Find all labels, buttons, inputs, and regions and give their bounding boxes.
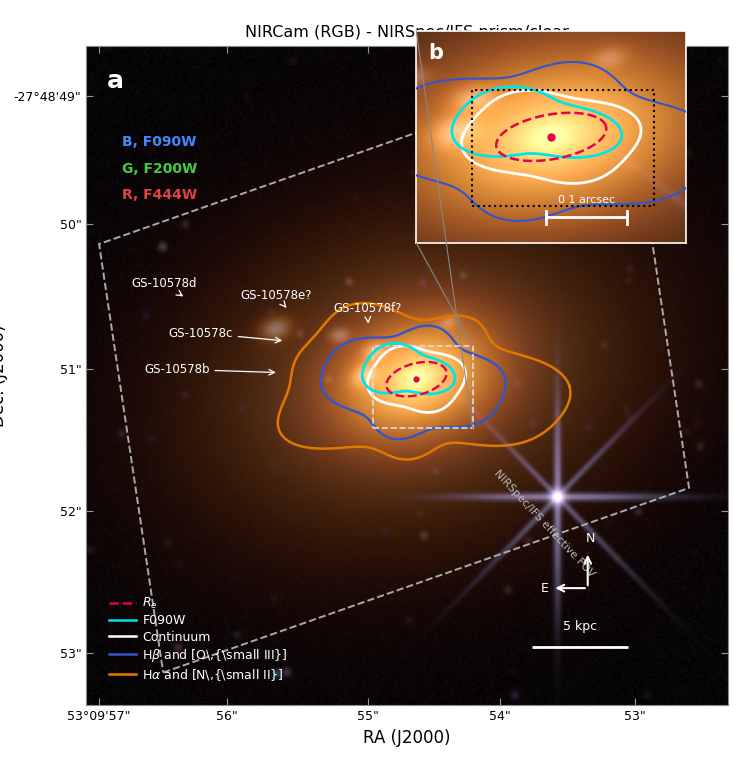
Bar (472, 90, 654, 206)
Y-axis label: Dec. (J2000): Dec. (J2000) (0, 325, 8, 427)
Bar (374, 346, 472, 428)
Text: G, F200W: G, F200W (122, 162, 196, 176)
Text: 5 kpc: 5 kpc (563, 620, 597, 633)
Text: N: N (586, 532, 596, 545)
Text: E: E (541, 581, 549, 594)
Text: GS-10578e?: GS-10578e? (240, 289, 312, 307)
Text: NIRSpec/IFS effective FOV: NIRSpec/IFS effective FOV (493, 469, 597, 580)
Text: b: b (428, 42, 443, 62)
Title: NIRCam (RGB) - NIRSpec/IFS prism/clear: NIRCam (RGB) - NIRSpec/IFS prism/clear (245, 25, 568, 39)
Text: GS-10578f?: GS-10578f? (333, 302, 401, 322)
Text: R, F444W: R, F444W (122, 188, 196, 202)
Text: a: a (106, 69, 124, 93)
Text: GS-10578c: GS-10578c (168, 326, 281, 343)
Text: GS-10578d: GS-10578d (131, 277, 196, 296)
Text: GS-10578b: GS-10578b (144, 363, 274, 375)
Text: 0 1 arcsec: 0 1 arcsec (558, 195, 615, 205)
X-axis label: RA (J2000): RA (J2000) (363, 729, 451, 747)
Text: B, F090W: B, F090W (122, 135, 196, 150)
Legend: $R_e$, F090W, Continuum, H$\beta$ and [O\,{\small III}], H$\alpha$ and [N\,{\sma: $R_e$, F090W, Continuum, H$\beta$ and [O… (109, 596, 288, 683)
